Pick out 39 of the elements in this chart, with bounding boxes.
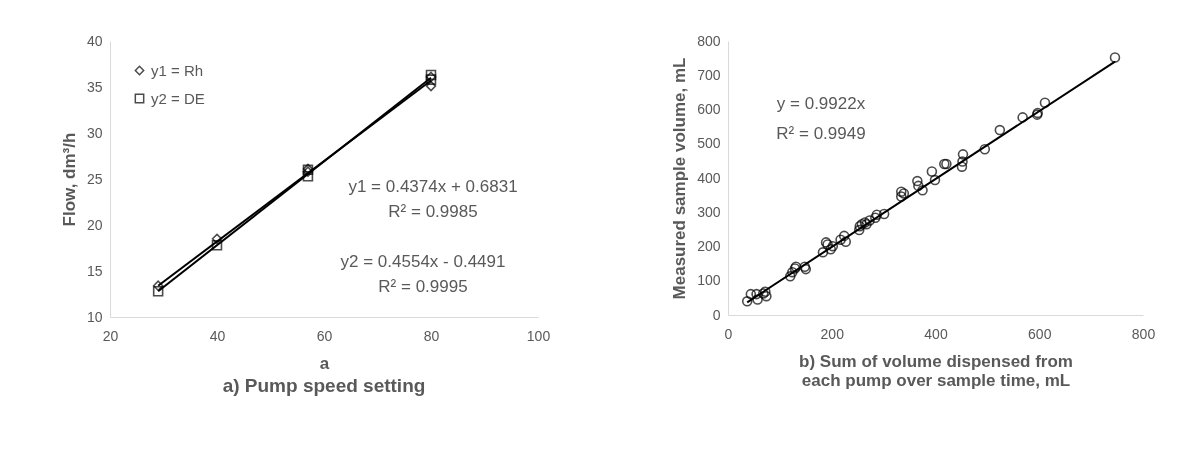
y-tick-label: 500 <box>697 135 721 152</box>
x-tick-label: 600 <box>1028 325 1052 342</box>
x-tick-label: 800 <box>1131 325 1156 342</box>
y-tick-label: 20 <box>86 216 103 233</box>
y-tick-label: 100 <box>697 272 721 289</box>
x-axis-title: b) Sum of volume dispensed from each pump over sample time, mL <box>799 351 1073 390</box>
y-axis-title: Flow, dm³/h <box>59 132 79 227</box>
y-tick-label: 600 <box>697 101 721 117</box>
y-tick-label: 0 <box>712 306 721 323</box>
annotation: R² = 0.9995 <box>378 277 468 296</box>
y-tick-label: 300 <box>697 203 721 220</box>
x-axis-title: a <box>319 353 330 373</box>
x-tick-label: 400 <box>924 325 948 342</box>
y-tick-label: 10 <box>86 308 103 325</box>
x-tick-label: 80 <box>423 327 440 344</box>
y-tick-label: 700 <box>697 66 721 83</box>
legend-label: y1 = Rh <box>151 61 204 79</box>
legend-label: y2 = DE <box>151 89 205 107</box>
y-tick-label: 25 <box>86 170 103 187</box>
y-axis-title: Measured sample volume, mL <box>670 57 690 300</box>
annotation: R² = 0.9985 <box>388 202 478 221</box>
x-tick-label: 40 <box>209 327 226 344</box>
annotation: R² = 0.9949 <box>776 124 866 143</box>
y-tick-label: 800 <box>697 32 721 49</box>
x-tick-label: 200 <box>820 325 845 342</box>
text: a) Pump speed setting <box>222 375 426 396</box>
annotation: y = 0.9922x <box>776 94 866 113</box>
y-tick-label: 15 <box>86 262 103 279</box>
y-tick-label: 35 <box>86 78 103 95</box>
y-tick-label: 40 <box>86 32 103 49</box>
y-tick-label: 400 <box>697 169 721 186</box>
x-tick-label: 100 <box>526 327 551 344</box>
y-tick-label: 200 <box>697 238 721 254</box>
annotation: y1 = 0.4374x + 0.6831 <box>348 177 518 196</box>
annotation: y2 = 0.4554x - 0.4491 <box>340 252 506 271</box>
x-tick-label: 20 <box>102 327 119 344</box>
y-tick-label: 30 <box>86 124 103 141</box>
x-tick-label: 60 <box>316 327 333 344</box>
x-tick-label: 0 <box>724 325 733 342</box>
